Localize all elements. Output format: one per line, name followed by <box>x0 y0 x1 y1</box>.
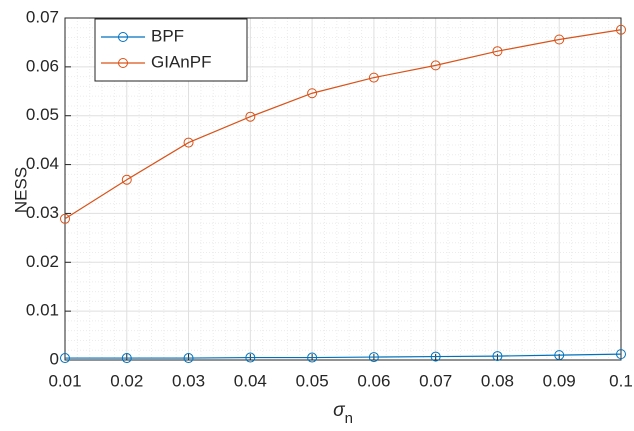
marker <box>307 352 318 363</box>
marker <box>492 351 503 362</box>
y-tick-label: 0 <box>50 349 59 368</box>
legend-label: BPF <box>151 26 184 45</box>
marker <box>492 46 503 57</box>
x-axis-label: σn <box>333 400 353 427</box>
series-line <box>64 29 622 220</box>
x-axis-label-symbol: σ <box>333 400 346 421</box>
legend-marker <box>118 58 128 68</box>
legend-marker <box>118 32 128 42</box>
x-tick-label: 0.01 <box>48 371 81 390</box>
y-tick-label: 0.07 <box>26 7 59 26</box>
marker <box>616 349 626 360</box>
x-tick-label: 0.09 <box>543 371 576 390</box>
legend: BPF GIAnPF <box>94 18 248 82</box>
x-tick-label: 0.1 <box>609 371 633 390</box>
marker <box>121 353 132 364</box>
marker <box>554 34 565 45</box>
marker <box>554 350 565 361</box>
x-axis-label-subscript: n <box>345 410 353 427</box>
y-tick-label: 0.05 <box>26 105 59 124</box>
marker <box>121 174 132 185</box>
marker <box>60 353 70 364</box>
x-tick-label: 0.06 <box>357 371 390 390</box>
x-tick-label: 0.02 <box>110 371 143 390</box>
x-tick-label: 0.03 <box>172 371 205 390</box>
y-tick-label: 0.06 <box>26 56 59 75</box>
x-tick-label: 0.07 <box>419 371 452 390</box>
marker <box>430 60 441 71</box>
marker <box>183 137 194 148</box>
x-tick-label: 0.04 <box>234 371 267 390</box>
marker <box>368 72 379 83</box>
marker <box>368 352 379 363</box>
series-line <box>65 353 622 359</box>
marker <box>430 351 441 362</box>
marker <box>245 111 256 122</box>
y-tick-label: 0.01 <box>26 301 59 320</box>
marker <box>616 24 626 35</box>
marker <box>307 88 318 99</box>
y-tick-label: 0.02 <box>26 252 59 271</box>
marker <box>183 353 194 364</box>
x-tick-label: 0.05 <box>296 371 329 390</box>
y-axis-label: NESS <box>11 167 30 213</box>
x-tick-label: 0.08 <box>481 371 514 390</box>
marker <box>245 352 256 363</box>
marker <box>60 213 70 224</box>
legend-label: GIAnPF <box>151 52 211 71</box>
legend-box <box>94 18 248 82</box>
y-tick-label: 0.04 <box>26 154 59 173</box>
plot-frame <box>64 17 622 361</box>
y-tick-label: 0.03 <box>26 203 59 222</box>
